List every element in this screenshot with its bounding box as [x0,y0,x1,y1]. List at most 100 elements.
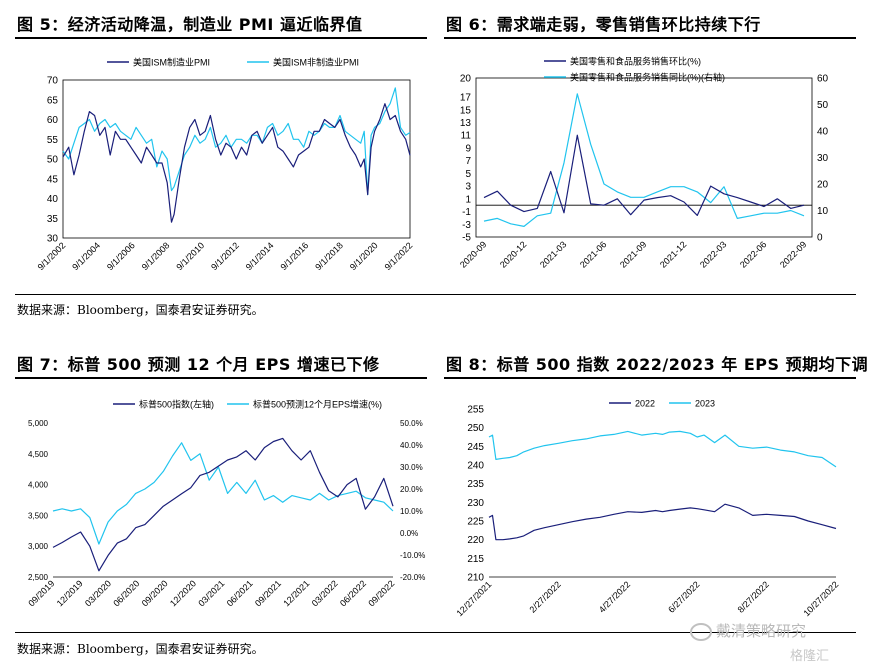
x-tick-label: 12/2019 [55,578,85,608]
divider [15,632,856,633]
y-tick-label: 210 [467,573,484,584]
chart8-svg: 210 215 220 225 230 235 240 245 250 255 12/27/2021… [454,399,840,619]
x-tick-label: 9/1/2012 [209,240,241,272]
x-tick-label: 2022-06 [738,239,768,269]
y-tick-label: 225 [467,517,484,528]
y-tick-label: 255 [467,405,484,416]
legend-label-1: 美国零售和食品服务销售同比(%)(右轴) [570,72,725,83]
y-right-tick-label: 40.0% [400,441,423,450]
x-tick-label: 2021-06 [578,239,608,269]
x-tick-label: 9/1/2006 [105,240,137,272]
source-note: 数据来源：Bloomberg，国泰君安证券研究。 [17,642,264,656]
x-tick-label: 2022-03 [698,239,728,269]
x-tick-label: 2020-09 [458,239,488,269]
chart7-title: 图 7：标普 500 预测 12 个月 EPS 增速已下修 [17,355,380,374]
y-right-tick-label: 30.0% [400,463,423,472]
y-left-tick-label: 9 [465,143,471,154]
source-note: 数据来源：Bloomberg，国泰君安证券研究。 [17,303,264,317]
x-tick-label: 2022-09 [778,239,808,269]
y-tick-label: 70 [47,76,59,87]
y-right-tick-label: 0 [817,233,823,244]
legend-label-0: 标普500指数(左轴) [139,399,214,410]
y-left-tick-label: 4,500 [28,450,49,459]
series-line-manufacturing-pmi [62,103,411,223]
x-tick-label: 09/2021 [253,578,283,608]
legend-label-1: 2023 [695,399,715,409]
y-right-tick-label: -20.0% [400,573,425,582]
y-left-tick-label: 13 [460,118,472,129]
y-tick-label: 45 [47,174,59,185]
x-tick-label: 12/2020 [168,578,198,608]
y-left-tick-label: 17 [460,93,472,104]
y-left-tick-label: 3,000 [28,542,49,551]
series-line-eps-2022 [488,503,837,541]
y-left-tick-label: 2,500 [28,573,49,582]
y-left-tick-label: 11 [461,131,472,142]
legend-label-0: 美国零售和食品服务销售环比(%) [570,56,701,67]
y-right-tick-label: 10.0% [400,507,423,516]
x-tick-label: 2020-12 [498,239,528,269]
legend-label-1: 美国ISM非制造业PMI [273,57,359,68]
chart8-title: 图 8：标普 500 指数 2022/2023 年 EPS 预期均下调 [446,355,869,374]
y-left-tick-label: -1 [462,207,471,218]
brand-label: 格隆汇 [790,649,830,664]
x-tick-label: 03/2022 [310,578,340,608]
x-tick-label: 9/1/2014 [244,240,276,272]
x-tick-label: 9/1/2020 [348,240,380,272]
y-left-tick-label: 4,000 [28,481,49,490]
series-line-yoy [483,93,805,227]
legend-label-0: 美国ISM制造业PMI [133,57,210,68]
y-left-tick-label: 3,500 [28,511,49,520]
y-left-tick-label: 5 [465,169,471,180]
y-tick-label: 40 [47,194,59,205]
x-tick-label: 2/27/2022 [527,579,562,614]
x-tick-label: 8/27/2022 [736,579,771,614]
x-tick-label: 12/2021 [281,578,311,608]
y-left-tick-label: 7 [465,156,471,167]
x-tick-label: 9/1/2008 [140,240,172,272]
y-right-tick-label: -10.0% [400,551,425,560]
plot-frame [62,79,411,239]
x-tick-label: 10/27/2022 [801,579,840,618]
series-line-eps-growth [52,442,394,545]
y-left-tick-label: 5,000 [28,419,49,428]
divider [444,37,856,39]
y-tick-label: 235 [467,479,484,490]
divider [444,377,856,379]
x-tick-label: 9/1/2018 [313,240,345,272]
y-tick-label: 245 [467,442,484,453]
plot-frame [475,77,813,238]
legend-label-1: 标普500预测12个月EPS增速(%) [253,399,382,410]
y-tick-label: 65 [47,95,59,106]
x-tick-label: 2021-12 [658,239,688,269]
divider [15,377,427,379]
chart6-svg: -5-3-113579111315172001020304050602020-0… [458,56,829,270]
x-tick-label: 03/2020 [83,578,113,608]
x-tick-label: 06/2020 [111,578,141,608]
chart7-svg: 2,500 3,000 3,500 4,000 4,500 5,000 -20.0% -10.… [26,399,425,609]
y-left-tick-label: 20 [460,74,472,85]
y-tick-label: 215 [467,554,484,565]
series-line-mom [483,134,805,216]
y-tick-label: 250 [467,423,484,434]
y-right-tick-label: 40 [817,127,829,138]
y-tick-label: 50 [47,155,59,166]
y-right-tick-label: 50.0% [400,419,423,428]
watermark-text: 戴清策略研究 [690,620,806,641]
x-tick-label: 6/27/2022 [666,579,701,614]
y-tick-label: 60 [47,115,59,126]
y-tick-label: 230 [467,498,484,509]
series-line-services-pmi [62,87,411,196]
y-tick-label: 240 [467,461,484,472]
x-tick-label: 9/1/2010 [174,240,206,272]
wechat-icon [690,622,712,641]
y-tick-label: 220 [467,535,484,546]
x-tick-label: 9/1/2022 [383,240,415,272]
series-line-eps-2023 [488,430,837,468]
y-right-tick-label: 50 [817,100,829,111]
x-tick-label: 09/2019 [26,578,56,608]
y-right-tick-label: 20 [817,180,829,191]
divider [15,37,427,39]
chart6-title: 图 6：需求端走弱，零售销售环比持续下行 [446,15,761,34]
